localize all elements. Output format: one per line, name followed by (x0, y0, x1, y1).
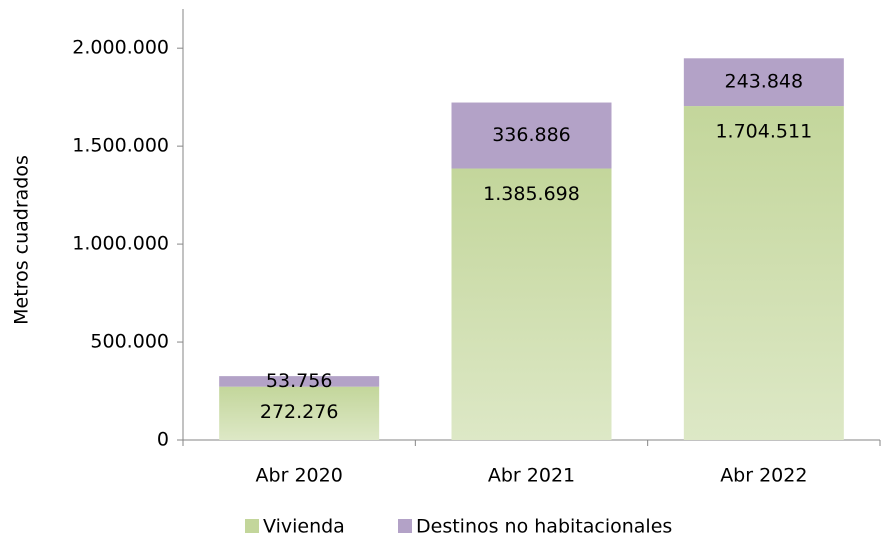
value-label: 1.385.698 (483, 183, 580, 205)
bar-segment (451, 102, 612, 169)
legend-swatch (245, 519, 259, 533)
legend-label: Vivienda (263, 516, 345, 538)
bar-segment (683, 106, 844, 440)
bar-segment (451, 168, 612, 440)
y-tick-label: 500.000 (90, 331, 169, 353)
legend-label: Destinos no habitacionales (416, 516, 672, 538)
y-tick-label: 0 (157, 429, 169, 451)
x-tick-label: Abr 2021 (488, 465, 575, 487)
legend-swatch (398, 519, 412, 533)
y-tick-label: 2.000.000 (72, 37, 169, 59)
bar-segment (219, 376, 380, 387)
x-tick-label: Abr 2020 (256, 465, 343, 487)
bar-segment (683, 58, 844, 107)
bar-segment (219, 386, 380, 440)
value-label: 272.276 (260, 401, 339, 423)
y-axis-title: Metros cuadrados (11, 155, 33, 325)
value-label: 336.886 (492, 124, 571, 146)
value-label: 243.848 (725, 71, 804, 93)
y-tick-label: 1.500.000 (72, 135, 169, 157)
x-tick-label: Abr 2022 (720, 465, 807, 487)
value-label: 1.704.511 (715, 121, 812, 143)
y-tick-label: 1.000.000 (72, 233, 169, 255)
value-label: 53.756 (266, 370, 332, 392)
